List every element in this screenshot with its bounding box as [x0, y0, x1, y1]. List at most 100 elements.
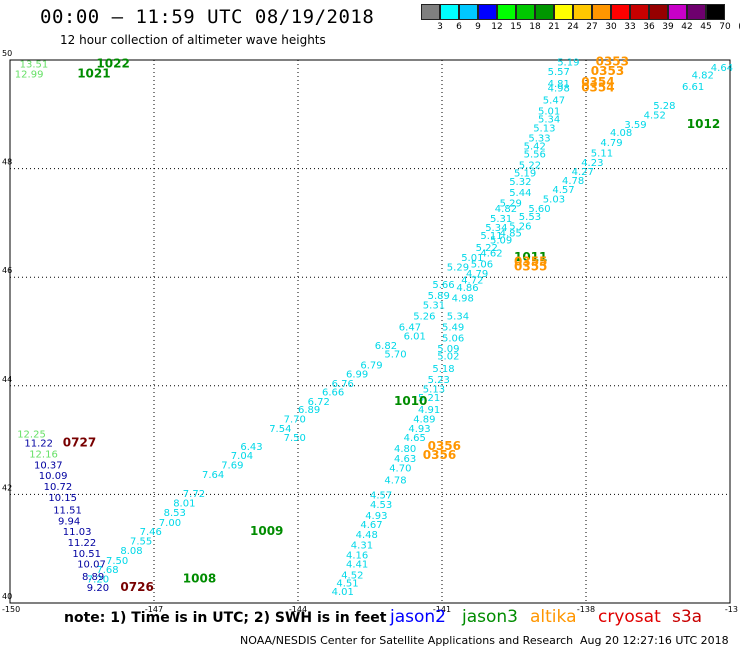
legend-label: 18 [529, 22, 541, 32]
wave-height-value: 4.78 [384, 476, 406, 487]
wave-height-value: 5.26 [509, 221, 531, 232]
latitude-label: 48 [2, 158, 12, 167]
page-subtitle: 12 hour collection of altimeter wave hei… [60, 33, 326, 47]
longitude-label: -13 [725, 605, 738, 614]
wave-height-value: 7.72 [183, 489, 205, 500]
timestamp-text: Aug 20 12:27:16 UTC 2018 [580, 634, 729, 647]
wave-height-value: 7.00 [159, 518, 181, 529]
satellite-pass-label: 0355 [514, 254, 547, 268]
wave-height-value: 6.99 [346, 370, 368, 381]
wave-height-value: 6.79 [360, 360, 382, 371]
legend-label: 9 [475, 22, 481, 32]
wave-height-value: 10.15 [48, 493, 77, 504]
wave-height-value: 5.53 [519, 212, 541, 223]
wave-height-value: 4.01 [332, 587, 354, 598]
wave-height-value: 4.08 [610, 128, 632, 139]
mission-cryosat: cryosat [598, 607, 661, 627]
wave-height-value: 4.67 [360, 520, 382, 531]
wave-height-value: 11.22 [24, 439, 53, 450]
wave-height-value: 4.57 [370, 491, 392, 502]
map-value-labels: 13.51 1022 12.99 1021 5.19 0353 4.64 5.57 0353 4.… [15, 54, 733, 597]
wave-height-value: 5.01 [538, 106, 560, 117]
wave-height-value: 4.41 [346, 560, 368, 571]
wave-height-value: 10.09 [39, 471, 68, 482]
wave-height-value: 11.51 [53, 505, 82, 516]
wave-height-value: 5.56 [524, 150, 546, 161]
satellite-pass-label: 0726 [120, 580, 153, 594]
wave-height-value: 7.20 [87, 574, 109, 585]
wave-height-value: 4.27 [572, 167, 594, 178]
wave-height-value: 5.34 [447, 312, 469, 323]
wave-height-value: 10.07 [77, 560, 106, 571]
wave-height-value: 5.66 [432, 280, 454, 291]
legend-label: 3 [437, 22, 443, 32]
wave-height-value: 5.28 [653, 101, 675, 112]
wave-height-value: 5.19 [557, 57, 579, 68]
wave-height-value: 7.50 [284, 433, 306, 444]
wave-height-value: 4.63 [394, 454, 416, 465]
wave-height-value: 6.43 [240, 442, 262, 453]
mission-altika: altika [530, 607, 577, 627]
wave-height-value: 7.04 [231, 451, 253, 462]
wave-height-value: 5.09 [490, 236, 512, 247]
satellite-pass-label: 0355 [514, 260, 547, 274]
wave-height-value: 7.46 [140, 527, 162, 538]
satellite-pass-label: 1009 [250, 524, 283, 538]
mission-jason3: jason3 [462, 607, 518, 627]
wave-height-value: 4.48 [356, 530, 378, 541]
wave-height-value: 5.11 [591, 149, 613, 160]
wave-height-value: 4.62 [480, 249, 502, 260]
legend-swatch [706, 4, 725, 20]
wave-height-value: 4.79 [600, 138, 622, 149]
legend-label: 27 [586, 22, 598, 32]
wave-height-value: 9.94 [58, 516, 80, 527]
wave-height-value: 4.98 [452, 294, 474, 305]
wave-height-value: 5.13 [533, 124, 555, 135]
wave-height-value: 5.29 [447, 263, 469, 274]
wave-height-value: 7.70 [284, 415, 306, 426]
wave-height-value: 5.02 [437, 352, 459, 363]
satellite-pass-label: 1022 [96, 57, 129, 71]
wave-height-value: 4.93 [365, 511, 387, 522]
longitude-label: -150 [2, 605, 20, 614]
wave-height-value: 6.66 [322, 388, 344, 399]
longitude-label: -144 [289, 605, 307, 614]
satellite-pass-label: 0354 [581, 75, 614, 89]
legend-swatch [459, 4, 478, 20]
wave-height-value: 8.08 [120, 546, 142, 557]
satellite-pass-label: 1021 [77, 66, 110, 80]
wave-height-value: 7.54 [269, 424, 291, 435]
wave-height-value: 4.81 [548, 79, 570, 90]
wave-height-value: 11.22 [68, 538, 97, 549]
legend-unit: (ft) [738, 22, 740, 32]
wave-height-value: 6.89 [298, 405, 320, 416]
wave-height-value: 4.53 [370, 500, 392, 511]
wave-height-value: 4.79 [466, 269, 488, 280]
legend-swatch [516, 4, 535, 20]
legend-label: 39 [662, 22, 674, 32]
wave-height-value: 10.72 [44, 482, 73, 493]
wave-height-value: 4.72 [461, 276, 483, 287]
wave-height-value: 5.42 [524, 142, 546, 153]
wave-height-value: 10.37 [34, 460, 63, 471]
wave-height-value: 5.32 [509, 177, 531, 188]
wave-height-value: 7.68 [96, 565, 118, 576]
wave-height-value: 7.55 [130, 536, 152, 547]
map-grid [9, 59, 731, 604]
wave-height-value: 5.23 [428, 375, 450, 386]
mission-s3a: s3a [672, 607, 703, 627]
wave-height-value: 6.61 [682, 82, 704, 93]
wave-height-value: 7.69 [221, 460, 243, 471]
satellite-pass-label: 0353 [591, 64, 624, 78]
wave-height-value: 4.70 [389, 464, 411, 475]
latitude-label: 44 [2, 375, 12, 384]
wave-height-value: 5.34 [485, 223, 507, 234]
wave-height-value: 5.57 [548, 67, 570, 78]
wave-height-value: 4.16 [346, 550, 368, 561]
wave-height-value: 5.01 [461, 253, 483, 264]
wave-height-value: 4.57 [552, 185, 574, 196]
wave-height-value: 7.64 [202, 470, 224, 481]
legend-swatch [592, 4, 611, 20]
legend-label: 21 [548, 22, 560, 32]
wave-height-value: 6.76 [332, 379, 354, 390]
